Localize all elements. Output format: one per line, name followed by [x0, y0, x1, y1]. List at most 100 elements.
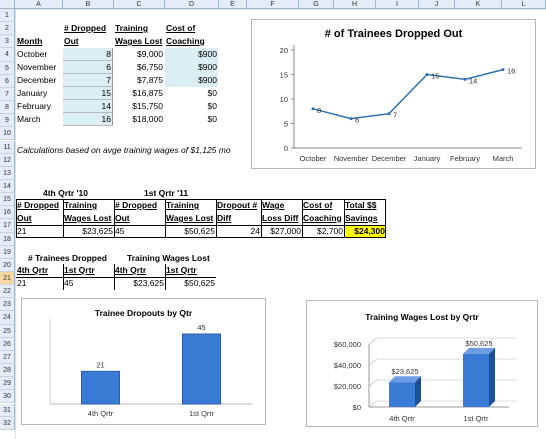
- q1-label[interactable]: 1st Qrtr '11: [144, 188, 189, 198]
- wages-cell[interactable]: $15,750: [132, 101, 163, 111]
- row-header-21[interactable]: 21: [0, 272, 15, 286]
- dropped-cell[interactable]: 7: [63, 74, 113, 87]
- column-header-L[interactable]: L: [502, 0, 546, 9]
- trainees-dropped-title[interactable]: # Trainees Dropped: [28, 253, 107, 263]
- summary-subheader-5[interactable]: Loss Diff: [262, 213, 299, 223]
- coaching-cell[interactable]: $900: [165, 61, 218, 74]
- coaching-cell[interactable]: $900: [165, 48, 218, 61]
- month-cell[interactable]: March: [17, 114, 41, 124]
- dropouts-chart-panel[interactable]: Trainee Dropouts by Qtr 21 4th Qrtr 45 1st …: [21, 298, 266, 425]
- summary-value-3[interactable]: $50,625: [184, 226, 215, 236]
- column-header-H[interactable]: H: [334, 0, 376, 9]
- table3-header-0[interactable]: 4th Qrtr: [17, 265, 49, 275]
- row-header-24[interactable]: 24: [0, 311, 15, 325]
- row-header-31[interactable]: 31: [0, 403, 15, 417]
- summary-header-5[interactable]: Wage: [262, 200, 285, 210]
- calculation-note[interactable]: Calculations based on avge training wage…: [17, 145, 231, 155]
- row-header-1[interactable]: 1: [0, 9, 15, 23]
- header-month[interactable]: Month: [17, 36, 43, 46]
- summary-header-0[interactable]: # Dropped: [17, 200, 60, 210]
- column-header-D[interactable]: D: [165, 0, 219, 9]
- summary-value-0[interactable]: 21: [17, 226, 27, 236]
- row-header-22[interactable]: 22: [0, 285, 15, 299]
- row-header-3[interactable]: 3: [0, 35, 15, 49]
- column-header-B[interactable]: B: [63, 0, 114, 9]
- summary-value-1[interactable]: $23,625: [82, 226, 113, 236]
- table3-header-1[interactable]: 1st Qrtr: [64, 265, 95, 275]
- row-header-15[interactable]: 15: [0, 193, 15, 207]
- wages-cell[interactable]: $9,000: [137, 49, 163, 59]
- coaching-cell[interactable]: $0: [207, 101, 217, 111]
- dropped-cell[interactable]: 15: [63, 87, 113, 100]
- header-coach-2[interactable]: Coaching: [166, 36, 205, 46]
- month-cell[interactable]: January: [17, 88, 48, 98]
- row-header-8[interactable]: 8: [0, 101, 15, 115]
- row-header-32[interactable]: 32: [0, 416, 15, 430]
- column-header-G[interactable]: G: [299, 0, 334, 9]
- dropped-cell[interactable]: 14: [63, 100, 113, 113]
- month-cell[interactable]: December: [17, 75, 57, 85]
- row-header-16[interactable]: 16: [0, 206, 15, 220]
- coaching-cell[interactable]: $0: [207, 88, 217, 98]
- month-cell[interactable]: October: [17, 49, 48, 59]
- header-dropped-2[interactable]: Out: [64, 36, 79, 46]
- row-header-13[interactable]: 13: [0, 166, 15, 180]
- row-header-7[interactable]: 7: [0, 87, 15, 102]
- coaching-cell[interactable]: $900: [165, 74, 218, 87]
- column-header-K[interactable]: K: [455, 0, 502, 9]
- column-header-I[interactable]: I: [376, 0, 419, 9]
- summary-value-6[interactable]: $2,700: [317, 226, 343, 236]
- table3-value-2[interactable]: $23,625: [133, 278, 164, 288]
- summary-subheader-0[interactable]: Out: [17, 213, 32, 223]
- summary-subheader-4[interactable]: Diff: [217, 213, 232, 223]
- column-header-F[interactable]: F: [247, 0, 299, 9]
- row-header-14[interactable]: 14: [0, 179, 15, 194]
- summary-header-1[interactable]: Training: [64, 200, 98, 210]
- row-header-19[interactable]: 19: [0, 245, 15, 259]
- column-header-A[interactable]: A: [15, 0, 63, 9]
- summary-value-2[interactable]: 45: [115, 226, 125, 236]
- row-header-25[interactable]: 25: [0, 324, 15, 338]
- row-header-23[interactable]: 23: [0, 298, 15, 312]
- column-header-E[interactable]: E: [219, 0, 247, 9]
- month-cell[interactable]: February: [17, 101, 52, 111]
- row-header-10[interactable]: 10: [0, 127, 15, 141]
- header-dropped-1[interactable]: # Dropped: [64, 23, 107, 33]
- table3-header-3[interactable]: 1st Qrtr: [166, 265, 197, 275]
- row-header-2[interactable]: 2: [0, 22, 15, 36]
- month-cell[interactable]: November: [17, 62, 57, 72]
- summary-header-4[interactable]: Dropout #: [217, 200, 258, 210]
- dropped-cell[interactable]: 6: [63, 61, 113, 74]
- summary-subheader-6[interactable]: Coaching: [303, 213, 342, 223]
- summary-subheader-7[interactable]: Savings: [345, 213, 378, 223]
- summary-value-4[interactable]: 24: [250, 226, 260, 236]
- summary-header-6[interactable]: Cost of: [303, 200, 333, 210]
- q4-label[interactable]: 4th Qrtr '10: [43, 188, 89, 198]
- summary-header-2[interactable]: # Dropped: [115, 200, 158, 210]
- row-header-18[interactable]: 18: [0, 232, 15, 246]
- wages-cell[interactable]: $18,000: [132, 114, 163, 124]
- wages-cell[interactable]: $16,875: [132, 88, 163, 98]
- row-header-5[interactable]: 5: [0, 61, 15, 75]
- row-header-28[interactable]: 28: [0, 364, 15, 378]
- summary-header-7[interactable]: Total $$: [345, 200, 377, 210]
- line-chart-panel[interactable]: # of Trainees Dropped Out 0 5 10 15 20 Octobe…: [251, 19, 536, 169]
- row-header-4[interactable]: 4: [0, 48, 15, 62]
- wages-cell[interactable]: $6,750: [137, 62, 163, 72]
- summary-subheader-3[interactable]: Wages Lost: [166, 213, 214, 223]
- table3-value-0[interactable]: 21: [17, 278, 27, 288]
- row-header-29[interactable]: 29: [0, 377, 15, 391]
- table3-header-2[interactable]: 4th Qrtr: [115, 265, 147, 275]
- dropped-cell[interactable]: 16: [63, 113, 113, 126]
- summary-subheader-1[interactable]: Wages Lost: [64, 213, 112, 223]
- wages-cell[interactable]: $7,875: [137, 75, 163, 85]
- row-header-17[interactable]: 17: [0, 219, 15, 233]
- wages-lost-title[interactable]: Training Wages Lost: [127, 253, 210, 263]
- wages-chart-panel[interactable]: Training Wages Lost by Qrtr $0 $20,000 $40…: [306, 300, 538, 427]
- header-coach-1[interactable]: Cost of: [166, 23, 196, 33]
- header-wages-2[interactable]: Wages Lost: [115, 36, 163, 46]
- table3-value-3[interactable]: $50,625: [184, 278, 215, 288]
- row-header-27[interactable]: 27: [0, 350, 15, 365]
- summary-subheader-2[interactable]: Out: [115, 213, 130, 223]
- row-header-26[interactable]: 26: [0, 337, 15, 351]
